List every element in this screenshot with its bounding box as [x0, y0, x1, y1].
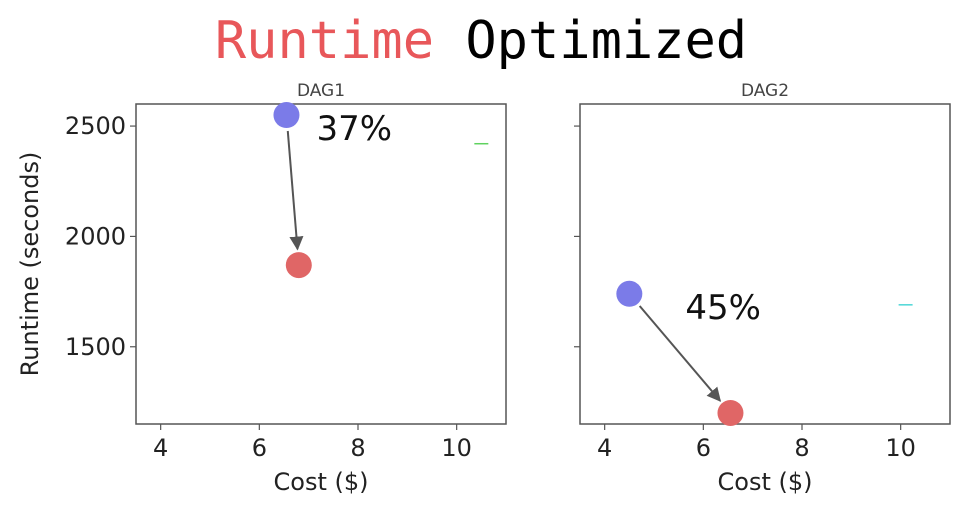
dag2-x-tick-label: 8 — [794, 434, 809, 462]
dag1-point-before — [273, 102, 300, 129]
dag1-x-tick-label: 6 — [252, 434, 267, 462]
dag2-subplot-title: DAG2 — [741, 81, 789, 101]
dag1-y-axis-label: Runtime (seconds) — [16, 152, 44, 377]
dag2-axes-frame — [579, 103, 951, 425]
dag1-y-tick-label: 2500 — [65, 112, 126, 140]
dag1-x-tick-label: 10 — [441, 434, 472, 462]
figure-title: Runtime Optimized — [0, 8, 962, 74]
dag1-x-tick-label: 8 — [350, 434, 365, 462]
dag1-x-axis-label: Cost ($) — [274, 468, 369, 496]
dag2-improvement-label: 45% — [685, 288, 761, 328]
dag1-y-tick-label: 1500 — [65, 333, 126, 361]
dag2-point-after — [717, 399, 744, 426]
dag1-y-tick-label: 2000 — [65, 222, 126, 250]
dag2-x-tick-label: 6 — [696, 434, 711, 462]
dag2-improvement-arrow — [638, 305, 722, 402]
dag2-x-axis-label: Cost ($) — [718, 468, 813, 496]
title-rest: Optimized — [465, 11, 748, 71]
dag1-improvement-label: 37% — [316, 109, 392, 149]
dag1-improvement-arrow — [286, 130, 304, 251]
dag1-point-after — [285, 252, 312, 279]
dag1-subplot-title: DAG1 — [297, 81, 345, 101]
dag2-point-before — [616, 280, 643, 307]
dag1-x-tick-label: 4 — [153, 434, 168, 462]
title-highlight: Runtime — [214, 11, 435, 71]
dag2-x-tick-label: 4 — [597, 434, 612, 462]
dag1-axes-frame — [135, 103, 507, 425]
dag2-x-tick-label: 10 — [885, 434, 916, 462]
